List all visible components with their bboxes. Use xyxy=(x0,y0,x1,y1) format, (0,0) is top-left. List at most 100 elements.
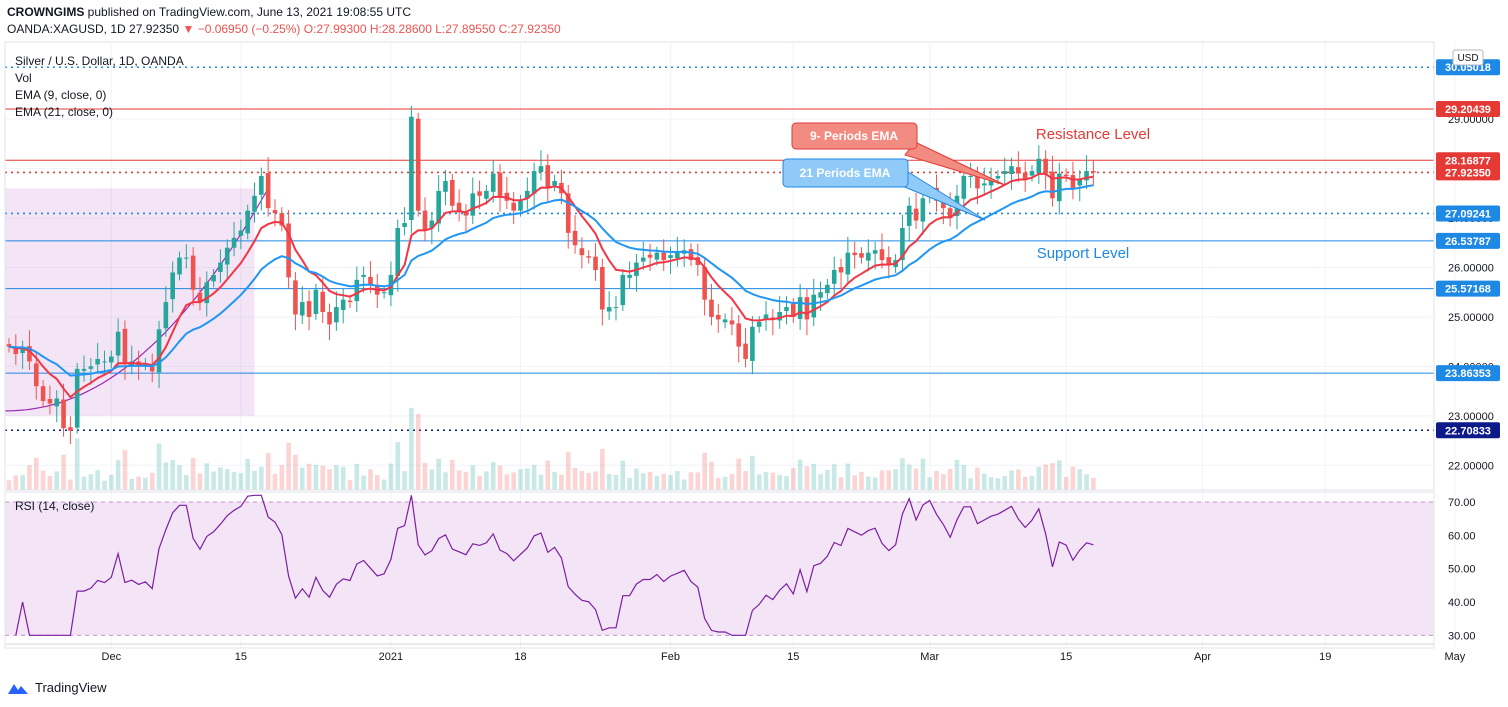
volume-bar xyxy=(27,465,32,490)
candle-body xyxy=(695,257,701,266)
volume-bar xyxy=(409,407,414,490)
volume-bar xyxy=(1056,460,1062,490)
volume-bar xyxy=(511,472,516,490)
volume-bar xyxy=(995,478,1001,490)
volume-bar xyxy=(784,476,789,490)
candle-body xyxy=(490,173,496,192)
main-pane-border xyxy=(4,41,1435,491)
volume-bar xyxy=(770,472,776,490)
volume-bar xyxy=(743,471,748,490)
candle-body xyxy=(40,386,46,401)
volume-bar xyxy=(347,479,353,490)
price-tag xyxy=(1436,232,1500,249)
candle-body xyxy=(627,274,632,278)
volume-bar xyxy=(20,475,25,490)
candle-body xyxy=(238,230,244,236)
x-tick-label: 15 xyxy=(235,651,247,663)
volume-bar xyxy=(941,474,946,490)
volume-bar xyxy=(54,471,60,490)
support-level-label: Support Level xyxy=(1037,245,1130,262)
volume-bar xyxy=(374,475,380,490)
x-tick-label: May xyxy=(1444,651,1465,663)
candle-body xyxy=(906,205,912,226)
candle-body xyxy=(279,213,285,226)
rsi-pane-border xyxy=(4,491,1435,649)
tradingview-brand[interactable]: TradingView xyxy=(7,680,107,695)
candle-body xyxy=(661,252,667,261)
candle-body xyxy=(1084,171,1089,181)
volume-bar xyxy=(102,480,107,490)
candle-body xyxy=(415,118,421,211)
volume-bar xyxy=(81,476,87,490)
candle-body xyxy=(675,252,680,259)
volume-bar xyxy=(866,476,871,490)
price-tag-label: 23.86353 xyxy=(1445,368,1491,380)
volume-bar xyxy=(429,469,435,490)
candle-body xyxy=(68,427,73,431)
volume-bar xyxy=(920,458,926,490)
volume-bar xyxy=(74,438,80,490)
ema21-callout-box xyxy=(782,158,909,188)
volume-bar xyxy=(163,462,169,490)
candle-body xyxy=(552,180,557,186)
volume-bar xyxy=(456,470,462,490)
volume-bar xyxy=(620,460,626,490)
volume-bar xyxy=(825,470,830,490)
volume-bar xyxy=(286,442,291,490)
volume-bar xyxy=(143,477,148,490)
candle-body xyxy=(1050,171,1055,199)
volume-bars xyxy=(6,407,1096,490)
candle-body xyxy=(797,297,803,319)
candle-body xyxy=(163,302,169,329)
price-tag xyxy=(1436,59,1500,76)
brand-label: TradingView xyxy=(35,680,107,695)
volume-bar xyxy=(777,475,782,490)
x-tick-label: 2021 xyxy=(379,651,403,663)
y-tick-label: 26.00000 xyxy=(1448,263,1494,275)
volume-bar xyxy=(818,474,823,490)
candle-body xyxy=(218,262,223,272)
candle-body xyxy=(995,176,1001,179)
volume-bar xyxy=(1084,474,1089,490)
volume-bar xyxy=(586,472,591,490)
candle-body xyxy=(688,249,694,261)
candle-body xyxy=(811,294,817,318)
legend-ema21: EMA (21, close, 0) xyxy=(15,105,113,119)
candle-body xyxy=(961,176,967,199)
volume-bar xyxy=(886,470,892,490)
volume-bar xyxy=(245,458,250,490)
rsi-tick-label: 40.00 xyxy=(1448,597,1476,609)
candle-body xyxy=(620,274,626,306)
volume-bar xyxy=(893,469,898,490)
x-tick-label: Feb xyxy=(661,651,680,663)
volume-bar xyxy=(184,475,189,490)
candle-body xyxy=(838,267,844,273)
volume-bar xyxy=(1050,463,1055,490)
candle-body xyxy=(722,319,728,323)
published-text: published on TradingView.com, June 13, 2… xyxy=(87,5,411,19)
down-arrow-icon: ▼ xyxy=(182,22,195,36)
volume-bar xyxy=(477,475,482,490)
publish-header: CROWNGIMS published on TradingView.com, … xyxy=(7,5,411,19)
ema9-callout-label: 9- Periods EMA xyxy=(810,129,898,143)
candle-body xyxy=(1091,171,1096,173)
candle-body xyxy=(61,399,66,429)
x-tick-label: 15 xyxy=(1060,651,1072,663)
candle-body xyxy=(988,178,994,186)
volume-bar xyxy=(115,460,121,490)
candle-body xyxy=(204,282,210,304)
candle-body xyxy=(74,368,80,428)
volume-bar xyxy=(845,463,851,490)
price-tag-label: 27.92350 xyxy=(1445,167,1491,179)
ema21-line xyxy=(8,184,1094,377)
candle-body xyxy=(456,202,462,211)
candle-body xyxy=(402,223,407,227)
volume-bar xyxy=(750,455,755,490)
price-tag-label: 27.09241 xyxy=(1445,208,1491,220)
volume-bar xyxy=(934,470,939,490)
volume-bar xyxy=(961,464,967,490)
candle-body xyxy=(586,256,591,258)
volume-bar xyxy=(975,467,980,490)
volume-bar xyxy=(33,457,39,490)
